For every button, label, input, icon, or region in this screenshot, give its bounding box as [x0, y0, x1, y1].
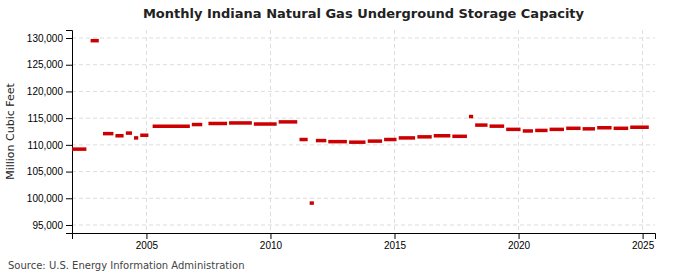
step-segment — [316, 139, 326, 143]
tick: 130,000 — [27, 33, 72, 44]
tick: 2025 — [632, 233, 655, 251]
tick-mark — [66, 38, 72, 39]
tick-label: 130,000 — [27, 33, 64, 44]
tick: 2010 — [260, 233, 283, 251]
step-segment — [229, 121, 252, 125]
grid-line — [72, 38, 655, 39]
grid-line — [72, 198, 655, 199]
step-segment — [384, 138, 396, 142]
tick-label: 2020 — [508, 240, 531, 251]
step-segment — [399, 136, 415, 140]
tick-mark — [395, 233, 396, 239]
grid-line — [72, 91, 655, 92]
tick-mark — [66, 225, 72, 226]
step-segment — [103, 132, 113, 136]
step-segment — [469, 115, 473, 119]
step-segment — [417, 135, 431, 139]
step-segment — [434, 134, 451, 138]
step-segment — [566, 127, 580, 131]
grid — [72, 30, 655, 233]
tick-label: 110,000 — [28, 140, 64, 151]
y-axis: 95,000 100,000 105,000 110,000 115,000 120,00… — [27, 31, 73, 234]
tick-label: 125,000 — [27, 59, 64, 70]
grid-line — [394, 30, 395, 233]
step-segment — [328, 140, 347, 144]
step-segment — [523, 129, 533, 133]
grid-line — [72, 64, 655, 65]
tick: 2005 — [136, 233, 159, 251]
y-axis-title: Million Cubic Feet — [4, 82, 17, 179]
step-segment — [72, 147, 86, 151]
axis-line — [73, 234, 656, 240]
tick: 115,000 — [28, 113, 72, 124]
tick-label: 115,000 — [28, 113, 64, 124]
grid-line — [72, 171, 655, 172]
tick-label: 2025 — [632, 240, 655, 251]
tick-mark — [643, 233, 644, 239]
tick-label: 2010 — [260, 240, 283, 251]
step-segment — [475, 123, 487, 127]
tick-mark — [66, 118, 72, 119]
tick: 125,000 — [27, 59, 72, 70]
tick: 2015 — [384, 233, 407, 251]
grid-line — [72, 118, 655, 119]
chart: 2005 2010 2015 2020 2025 95,000 100,000 105,000… — [0, 0, 675, 275]
step-segment — [126, 131, 132, 135]
step-segment — [550, 128, 564, 132]
tick: 120,000 — [27, 86, 72, 97]
x-axis: 2005 2010 2015 2020 2025 — [73, 233, 656, 251]
tick-mark — [270, 233, 271, 239]
tick: 105,000 — [27, 166, 72, 177]
tick-label: 95,000 — [32, 220, 63, 231]
step-segment — [368, 139, 382, 143]
step-segment — [91, 39, 99, 43]
tick-mark — [146, 233, 147, 239]
grid-line — [72, 224, 655, 225]
tick-label: 120,000 — [27, 86, 64, 97]
segments — [72, 41, 649, 203]
step-segment — [630, 125, 649, 129]
tick: 100,000 — [27, 193, 72, 204]
grid-line — [642, 30, 643, 233]
tick-mark — [66, 65, 72, 66]
tick-mark — [66, 198, 72, 199]
step-segment — [583, 127, 595, 131]
step-segment — [310, 201, 314, 205]
step-segment — [452, 135, 467, 139]
step-segment — [192, 123, 202, 127]
step-segment — [134, 136, 138, 140]
step-segment — [208, 122, 227, 126]
step-segment — [490, 124, 505, 128]
grid-line — [72, 144, 655, 145]
grid-line — [518, 30, 519, 233]
title: Monthly Indiana Natural Gas Underground … — [143, 6, 585, 21]
step-segment — [535, 129, 547, 133]
grid-line — [270, 30, 271, 233]
tick-mark — [519, 233, 520, 239]
step-segment — [349, 140, 365, 144]
step-segment — [614, 127, 629, 131]
tick-mark — [66, 145, 72, 146]
step-segment — [506, 128, 520, 132]
tick: 2020 — [508, 233, 531, 251]
tick-label: 2005 — [136, 240, 159, 251]
tick: 110,000 — [28, 140, 72, 151]
step-segment — [140, 133, 148, 137]
step-segment — [597, 126, 611, 130]
tick-mark — [66, 91, 72, 92]
tick-label: 100,000 — [27, 193, 64, 204]
tick-mark — [66, 172, 72, 173]
grid-line — [146, 30, 147, 233]
plot-area: 2005 2010 2015 2020 2025 95,000 100,000 105,000… — [27, 30, 656, 251]
step-segment — [153, 124, 190, 128]
tick: 95,000 — [32, 220, 72, 231]
source-note: Source: U.S. Energy Information Administ… — [8, 260, 245, 271]
step-segment — [299, 138, 307, 142]
tick-label: 2015 — [384, 240, 407, 251]
step-segment — [115, 134, 123, 138]
step-segment — [279, 120, 298, 124]
tick-label: 105,000 — [27, 166, 64, 177]
step-segment — [254, 122, 277, 126]
axis-line — [66, 31, 73, 234]
